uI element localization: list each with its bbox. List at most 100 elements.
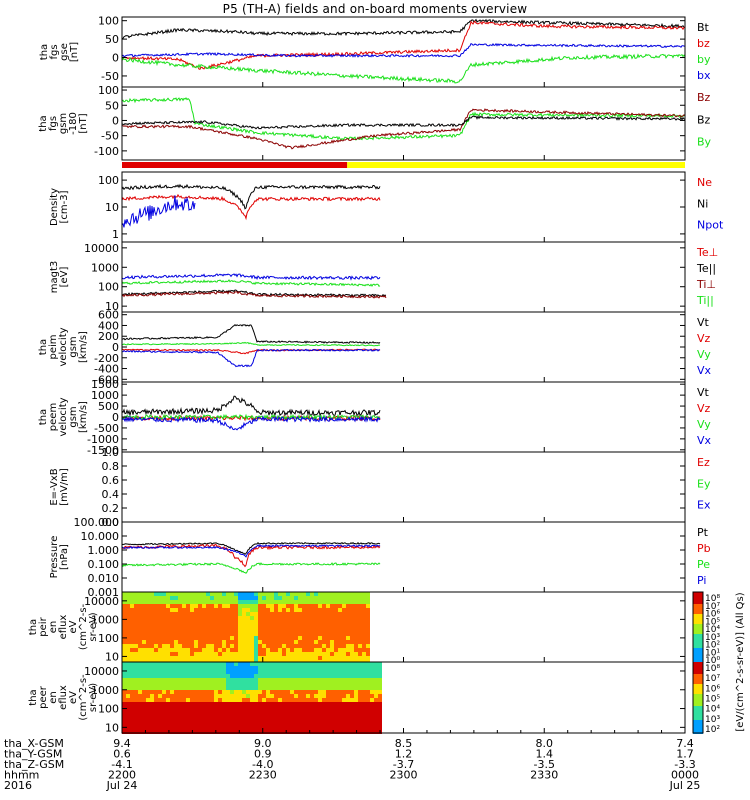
spectrogram-cell [174,656,178,660]
spectrogram-cell [178,694,182,698]
spectrogram-cell [234,628,238,632]
spectrogram-cell [126,682,130,686]
spectrogram-cell [318,666,322,670]
trace-vz-e [121,414,381,422]
y-axis-label: -180 [68,112,79,135]
spectrogram-cell [374,718,378,722]
spectrogram-cell [218,656,222,660]
spectrogram-cell [230,662,234,666]
spectrogram-cell [254,706,258,710]
spectrogram-cell [350,690,354,694]
spectrogram-cell [330,694,334,698]
spectrogram-cell [294,674,298,678]
spectrogram-cell [310,640,314,644]
spectrogram-cell [318,652,322,656]
spectrogram-cell [238,678,242,682]
spectrogram-cell [198,710,202,714]
x-tick-label: 2330 [530,769,558,782]
spectrogram-cell [278,678,282,682]
spectrogram-cell [282,698,286,702]
spectrogram-cell [374,726,378,730]
colorbar-cell [693,618,703,620]
spectrogram-cell [366,730,370,734]
y-tick-label: 0.6 [102,474,120,487]
spectrogram-cell [138,648,142,652]
spectrogram-cell [338,678,342,682]
spectrogram-cell [154,636,158,640]
spectrogram-cell [138,632,142,636]
spectrogram-cell [210,726,214,730]
spectrogram-cell [230,714,234,718]
spectrogram-cell [330,682,334,686]
spectrogram-cell [166,682,170,686]
spectrogram-cell [134,596,138,600]
spectrogram-cell [226,714,230,718]
spectrogram-cell [206,656,210,660]
spectrogram-cell [178,710,182,714]
spectrogram-cell [154,730,158,734]
spectrogram-cell [258,690,262,694]
spectrogram-cell [150,666,154,670]
spectrogram-cell [378,714,382,718]
y-axis-label: tha [39,44,50,60]
spectrogram-cell [170,616,174,620]
x-tick-label: 7.4 [676,737,694,750]
spectrogram-cell [350,604,354,608]
x-row-label: hhmm [4,769,39,782]
spectrogram-cell [366,612,370,616]
spectrogram-cell [358,656,362,660]
spectrogram-cell [154,678,158,682]
spectrogram-cell [194,726,198,730]
spectrogram-cell [318,592,322,596]
colorbar-cell [693,650,703,652]
ion-energy-spectrogram [122,592,370,664]
spectrogram-cell [294,628,298,632]
y-tick-label: 600 [98,309,119,322]
spectrogram-cell [202,652,206,656]
spectrogram-cell [174,608,178,612]
spectrogram-cell [250,628,254,632]
spectrogram-cell [226,726,230,730]
spectrogram-cell [274,596,278,600]
colorbar-cell [693,668,703,670]
spectrogram-cell [258,714,262,718]
spectrogram-cell [166,674,170,678]
spectrogram-cell [134,678,138,682]
spectrogram-cell [358,726,362,730]
spectrogram-cell [262,726,266,730]
y-tick-label: 0.2 [102,502,120,515]
legend-label: Vy [697,418,711,431]
spectrogram-cell [210,616,214,620]
spectrogram-cell [294,726,298,730]
spectrogram-cell [274,628,278,632]
spectrogram-cell [350,624,354,628]
spectrogram-cell [314,616,318,620]
spectrogram-cell [306,726,310,730]
spectrogram-cell [274,620,278,624]
spectrogram-cell [146,608,150,612]
spectrogram-cell [214,632,218,636]
spectrogram-cell [178,730,182,734]
spectrogram-cell [358,670,362,674]
spectrogram-cell [246,656,250,660]
spectrogram-cell [194,640,198,644]
spectrogram-cell [190,678,194,682]
spectrogram-cell [250,714,254,718]
spectrogram-cell [190,682,194,686]
spectrogram-cell [242,674,246,678]
spectrogram-cell [214,656,218,660]
spectrogram-cell [206,710,210,714]
spectrogram-cell [278,596,282,600]
spectrogram-cell [286,702,290,706]
spectrogram-cell [182,666,186,670]
spectrogram-cell [262,608,266,612]
spectrogram-cell [346,706,350,710]
spectrogram-cell [290,620,294,624]
spectrogram-cell [318,706,322,710]
spectrogram-cell [194,666,198,670]
spectrogram-cell [302,612,306,616]
spectrogram-cell [302,682,306,686]
spectrogram-cell [306,662,310,666]
spectrogram-cell [162,608,166,612]
spectrogram-cell [210,656,214,660]
